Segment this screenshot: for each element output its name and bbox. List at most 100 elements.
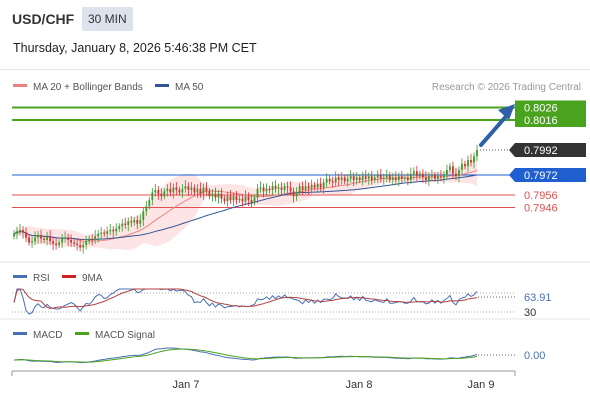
candle-body <box>259 187 262 189</box>
resistance-level-label: 0.8026 <box>524 103 558 115</box>
candle-body <box>292 191 295 197</box>
candle-body <box>253 197 256 203</box>
candle-body <box>196 188 199 193</box>
candle-body <box>277 187 280 189</box>
candle-body <box>160 193 163 197</box>
candle-body <box>458 170 460 177</box>
candle-body <box>13 233 15 237</box>
candle-body <box>205 187 208 192</box>
x-axis: Jan 7 Jan 8 Jan 9 <box>11 370 516 391</box>
rsi-panel: RSI 9MA 63.91 30 <box>12 273 552 319</box>
x-tick-label: Jan 7 <box>173 379 200 391</box>
candle-body <box>295 192 298 197</box>
resistance-label-box <box>515 100 586 115</box>
candle-body <box>406 177 409 180</box>
candle-body <box>247 196 250 200</box>
candle-body <box>220 193 223 199</box>
candle-body <box>202 187 205 194</box>
candle-body <box>310 185 313 189</box>
candle-body <box>340 177 343 180</box>
candle-body <box>154 190 157 193</box>
price-legend: MA 20 + Bollinger Bands MA 50 Research ©… <box>13 82 581 93</box>
candle-body <box>388 175 391 180</box>
candle-body <box>476 150 478 157</box>
chart-header: USD/CHF 30 MIN Thursday, January 8, 2026… <box>0 0 590 70</box>
candle-body <box>124 223 127 225</box>
candle-body <box>127 221 130 225</box>
candle-body <box>28 237 30 243</box>
candle-body <box>148 200 151 207</box>
candle-body <box>229 196 232 200</box>
ma50-legend-icon <box>155 84 169 87</box>
candle-body <box>193 187 196 193</box>
candle-body <box>133 220 136 223</box>
candle-body <box>109 230 112 232</box>
candle-body <box>376 175 379 178</box>
rsi-ma-legend-label: 9MA <box>82 273 103 284</box>
candle-body <box>265 188 268 192</box>
candle-body <box>37 235 39 238</box>
candle-body <box>443 175 445 178</box>
candle-body <box>364 176 367 179</box>
pivot-label-box <box>515 168 586 182</box>
macd-signal-legend-label: MACD Signal <box>95 330 155 341</box>
trend-arrow-head <box>498 104 515 120</box>
candle-body <box>184 186 187 189</box>
candle-body <box>142 211 145 220</box>
macd-line <box>13 347 478 364</box>
candle-body <box>346 178 349 182</box>
ma20-legend-label: MA 20 + Bollinger Bands <box>33 82 143 93</box>
candle-body <box>181 188 184 193</box>
candle-body <box>166 188 169 192</box>
candle-body <box>46 236 48 240</box>
candle-body <box>431 175 433 177</box>
candle-body <box>91 238 94 240</box>
candle-body <box>208 191 211 197</box>
timeframe-button[interactable]: 30 MIN <box>82 7 133 31</box>
rsi-ma-line <box>13 288 478 309</box>
candle-body <box>352 176 355 180</box>
rsi-line <box>13 288 478 315</box>
candle-body <box>16 231 18 234</box>
candle-body <box>361 176 364 180</box>
support-level-label: 0.7956 <box>524 190 558 202</box>
candle-body <box>415 171 418 177</box>
candle-body <box>280 187 283 190</box>
trend-arrow <box>479 104 515 147</box>
rsi-low-label: 30 <box>524 307 536 319</box>
resistance-label-box <box>515 113 586 127</box>
rsi-ma-legend-icon <box>62 275 76 278</box>
candle-body <box>118 226 121 229</box>
candle-body <box>316 183 319 188</box>
pivot-level-label: 0.7972 <box>524 170 558 182</box>
candle-body <box>214 193 217 198</box>
candle-body <box>199 188 202 194</box>
rsi-legend-icon <box>13 275 27 278</box>
candle-body <box>121 223 124 227</box>
candle-body <box>349 176 352 179</box>
macd-legend-label: MACD <box>33 330 62 341</box>
candle-body <box>446 170 448 175</box>
candle-body <box>100 232 103 234</box>
candle-body <box>355 177 358 180</box>
candle-body <box>58 242 60 245</box>
ma20-legend-icon <box>13 84 27 87</box>
candle-body <box>373 177 376 180</box>
candle-body <box>106 231 109 234</box>
candle-body <box>145 206 148 212</box>
macd-legend-icon <box>13 332 27 335</box>
candle-body <box>169 188 172 193</box>
candle-body <box>298 186 301 193</box>
candle-body <box>244 196 247 202</box>
candle-body <box>103 232 106 234</box>
candle-body <box>461 163 463 170</box>
candle-body <box>262 187 265 192</box>
candle-body <box>136 220 139 224</box>
candle-body <box>283 186 286 190</box>
ma50-legend-label: MA 50 <box>175 82 204 93</box>
candle-body <box>452 166 454 174</box>
candle-body <box>241 198 244 202</box>
candle-body <box>187 186 190 190</box>
candle-body <box>473 156 475 163</box>
candle-body <box>235 196 238 200</box>
